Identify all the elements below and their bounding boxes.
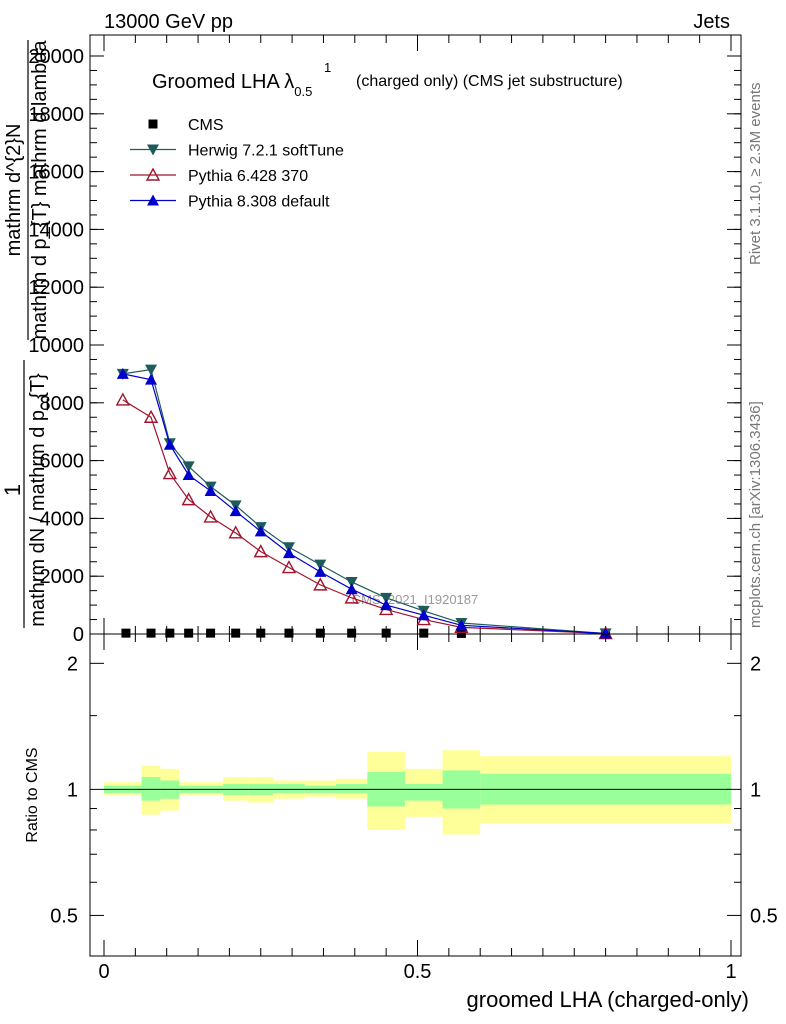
header-left: 13000 GeV pp	[104, 11, 233, 33]
x-tick-label: 1	[725, 961, 736, 983]
legend-label: Pythia 6.428 370	[188, 168, 308, 185]
main-y-tick-label: 20000	[28, 46, 84, 68]
data-point-cms	[184, 628, 194, 638]
legend-label: Pythia 8.308 default	[188, 194, 330, 211]
data-point-cms	[256, 628, 266, 638]
data-point-cms	[148, 119, 158, 129]
data-point-pythia8	[147, 194, 159, 206]
data-point-pythia8	[182, 469, 195, 481]
ratio-band-stat	[404, 783, 443, 801]
data-point-herwig	[182, 461, 195, 473]
data-point-pythia6	[253, 544, 268, 558]
main-y-tick-label: 18000	[28, 104, 84, 126]
data-point-pythia6	[344, 590, 359, 604]
data-point-pythia8	[145, 373, 158, 385]
plot-title: Groomed LHA λ0.5	[152, 71, 312, 99]
data-point-herwig	[145, 364, 158, 376]
ratio-band-stat	[273, 783, 305, 794]
data-point-herwig	[147, 144, 159, 156]
data-point-pythia8	[282, 547, 295, 559]
data-point-pythia8	[599, 627, 612, 639]
rivet-label: Rivet 3.1.10, ≥ 2.3M events	[747, 83, 764, 266]
plot-title-suffix: (charged only) (CMS jet substructure)	[356, 73, 623, 90]
legend-label: Herwig 7.2.1 softTune	[188, 143, 344, 160]
legend: CMS Herwig 7.2.1 softTune Pythia 6.428 370…	[130, 117, 344, 211]
mcplots-label: mcplots.cern.ch [arXiv:1306.3436]	[747, 401, 764, 628]
ratio-band-stat	[335, 783, 368, 794]
main-y-tick-label: 12000	[28, 277, 84, 299]
main-y-tick-label: 2000	[40, 566, 85, 588]
data-point-cms	[347, 628, 357, 638]
ylabel-frac-top: mathrm d^{2}N	[3, 124, 25, 257]
ylabel-frac-bottom: mathrm d p_{T} mathrm d lambda	[29, 40, 51, 340]
data-point-pythia6	[145, 167, 161, 181]
main-y-tick-label: 4000	[40, 508, 85, 530]
ratio-y-tick-label: 2	[67, 653, 78, 675]
main-y-tick-label: 10000	[28, 335, 84, 357]
ratio-y-tick-label-right: 1	[750, 779, 761, 801]
data-point-cms	[121, 628, 131, 638]
ratio-band-stat	[141, 777, 161, 801]
data-point-pythia8	[455, 619, 468, 631]
plot-title-main: Groomed LHA λ	[152, 71, 294, 93]
data-point-cms	[381, 628, 391, 638]
main-y-tick-label: 8000	[40, 393, 85, 415]
data-point-cms	[146, 628, 156, 638]
series-line	[122, 373, 606, 635]
main-y-tick-label: 16000	[28, 162, 84, 184]
data-point-cms	[419, 628, 429, 638]
main-plot-panel: 0 2000 4000 6000 8000 10000 12000 14000 16000 180…	[28, 34, 742, 646]
data-point-pythia6	[203, 509, 218, 523]
data-point-pythia8	[163, 438, 176, 450]
data-point-cms	[165, 628, 175, 638]
x-tick-label: 0.5	[404, 961, 432, 983]
header-right: Jets	[693, 11, 730, 33]
data-point-pythia8	[116, 367, 129, 379]
main-y-tick-label: 14000	[28, 219, 84, 241]
x-axis-label: groomed LHA (charged-only)	[467, 987, 749, 1012]
data-point-cms	[231, 628, 241, 638]
data-point-pythia8	[314, 565, 327, 577]
data-point-herwig	[380, 592, 393, 604]
data-point-pythia8	[345, 583, 358, 595]
data-point-pythia6	[162, 466, 178, 480]
data-point-pythia6	[181, 492, 196, 506]
data-point-pythia8	[417, 609, 430, 621]
ratio-y-axis-label: Ratio to CMS	[24, 747, 41, 842]
data-point-pythia6	[143, 409, 159, 423]
data-point-cms	[456, 628, 466, 638]
ylabel-denominator: mathrm dN / mathrm d p_{T}	[27, 373, 49, 627]
data-point-herwig	[345, 576, 358, 588]
data-point-pythia8	[254, 525, 267, 537]
main-y-axis-label: 1 mathrm d^{2}N mathrm d p_{T} mathrm d …	[0, 40, 51, 628]
data-point-cms	[315, 628, 325, 638]
data-point-pythia6	[115, 392, 130, 406]
ratio-y-tick-label: 1	[67, 779, 78, 801]
main-y-tick-label: 0	[73, 624, 84, 646]
ratio-y-tick-label: 0.5	[50, 905, 78, 927]
data-point-herwig	[314, 559, 327, 571]
ratio-plot-panel: 0.5 0.5 1 1 2 2 0 0.5 1 Ratio to CMS groomed LH…	[24, 633, 778, 1012]
ratio-y-tick-label-right: 0.5	[750, 905, 778, 927]
data-point-cms	[284, 628, 294, 638]
data-point-pythia8	[204, 484, 217, 496]
data-point-pythia8	[229, 505, 242, 517]
data-point-pythia6	[281, 560, 297, 574]
ratio-y-tick-label-right: 2	[750, 653, 761, 675]
data-point-cms	[206, 628, 216, 638]
data-point-pythia8	[380, 599, 393, 611]
ratio-frame	[89, 633, 742, 957]
legend-label: CMS	[188, 117, 224, 134]
main-y-tick-label: 6000	[40, 451, 85, 473]
plot-title-sub: 0.5	[294, 84, 312, 99]
ylabel-numerator: 1	[0, 484, 25, 496]
plot-title-sup: 1	[324, 60, 331, 75]
x-tick-label: 0	[98, 961, 109, 983]
data-point-pythia6	[313, 577, 328, 591]
data-point-pythia6	[228, 525, 243, 539]
